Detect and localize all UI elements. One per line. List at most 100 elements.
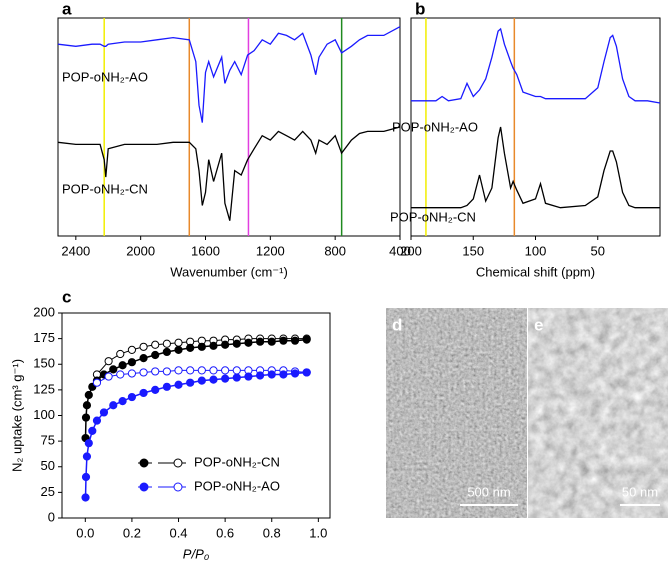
- adsorption-point: [151, 385, 160, 394]
- x-tick-label: 800: [324, 243, 346, 258]
- desorption-point: [221, 366, 230, 375]
- desorption-point: [139, 368, 148, 377]
- series-label: POP-oNH₂-CN: [62, 181, 148, 196]
- adsorption-point: [139, 388, 148, 398]
- y-tick-label: 150: [33, 356, 55, 371]
- panel-label: e: [534, 315, 543, 334]
- adsorption-point: [109, 401, 118, 410]
- legend-marker: [173, 458, 183, 468]
- adsorption-point: [186, 378, 195, 387]
- x-tick-label: 1600: [191, 243, 220, 258]
- x-tick-label: 0.8: [263, 525, 281, 540]
- adsorption-point: [99, 408, 109, 417]
- series-label: POP-oNH₂-CN: [390, 209, 476, 224]
- x-axis-label: Wavenumber (cm⁻¹): [170, 264, 288, 279]
- adsorption-point: [221, 340, 230, 349]
- spectrum-line: [411, 27, 661, 104]
- y-axis-label: N₂ uptake (cm³ g⁻¹): [9, 359, 24, 472]
- adsorption-point: [197, 342, 206, 351]
- legend-label: POP-oNH₂-CN: [194, 454, 280, 469]
- series-label: POP-oNH₂-AO: [62, 69, 148, 84]
- panel-label: a: [62, 0, 72, 18]
- adsorption-point: [174, 345, 183, 354]
- adsorption-point: [174, 380, 183, 389]
- y-tick-label: 50: [41, 458, 55, 473]
- x-tick-label: 2000: [126, 243, 155, 258]
- adsorption-point: [197, 376, 206, 385]
- x-axis-label: P/P₀: [183, 546, 210, 561]
- adsorption-point: [255, 337, 265, 346]
- y-tick-label: 25: [41, 484, 55, 499]
- tem-image: [528, 308, 668, 518]
- x-tick-label: 2400: [61, 243, 90, 258]
- spectrum-line: [57, 26, 401, 123]
- adsorption-point: [302, 335, 311, 344]
- adsorption-point: [162, 347, 171, 357]
- adsorption-point: [290, 369, 300, 378]
- adsorption-point: [81, 413, 91, 422]
- legend-marker: [139, 458, 149, 468]
- adsorption-point: [118, 397, 127, 406]
- legend-label: POP-oNH₂-AO: [194, 478, 280, 493]
- desorption-point: [151, 367, 160, 376]
- adsorption-point: [290, 336, 300, 345]
- adsorption-point: [92, 416, 102, 425]
- x-tick-label: 0.2: [123, 525, 141, 540]
- desorption-point: [162, 367, 171, 376]
- desorption-point: [127, 369, 137, 378]
- plot-frame: [57, 17, 401, 237]
- desorption-point: [162, 339, 171, 348]
- adsorption-point: [118, 361, 127, 370]
- scale-label: 50 nm: [622, 484, 658, 499]
- desorption-point: [116, 370, 125, 379]
- adsorption-point: [279, 370, 288, 379]
- panel-label: d: [392, 315, 402, 334]
- panel-label: c: [62, 287, 71, 306]
- panel-label: b: [415, 0, 425, 18]
- x-tick-label: 0.0: [76, 525, 94, 540]
- x-tick-label: 0.4: [169, 525, 187, 540]
- scale-label: 500 nm: [467, 484, 510, 499]
- adsorption-point: [88, 426, 97, 435]
- adsorption-point: [244, 338, 253, 347]
- adsorption-point: [209, 341, 218, 350]
- series-label: POP-oNH₂-AO: [392, 119, 478, 134]
- adsorption-point: [244, 372, 253, 381]
- x-axis-label: Chemical shift (ppm): [476, 264, 595, 279]
- y-tick-label: 100: [33, 407, 55, 422]
- adsorption-point: [127, 392, 137, 402]
- adsorption-point: [139, 354, 148, 363]
- desorption-point: [197, 366, 206, 375]
- x-tick-label: 1200: [256, 243, 285, 258]
- y-tick-label: 125: [33, 381, 55, 396]
- adsorption-point: [255, 371, 265, 380]
- x-tick-label: 50: [591, 243, 605, 258]
- adsorption-point: [82, 452, 92, 461]
- desorption-point: [151, 340, 160, 349]
- x-tick-label: 150: [462, 243, 484, 258]
- spectrum-line: [411, 126, 660, 209]
- adsorption-point: [84, 390, 93, 400]
- desorption-point: [104, 372, 113, 381]
- adsorption-point: [279, 336, 288, 345]
- desorption-point: [127, 345, 137, 354]
- adsorption-point: [302, 368, 311, 377]
- adsorption-point: [127, 358, 137, 367]
- spectrum-line: [57, 126, 401, 221]
- y-tick-label: 0: [48, 509, 55, 524]
- adsorption-point: [84, 439, 93, 448]
- x-tick-label: 0.6: [216, 525, 234, 540]
- desorption-point: [232, 366, 241, 375]
- adsorption-point: [232, 339, 241, 348]
- desorption-point: [209, 366, 218, 375]
- adsorption-point: [186, 343, 195, 352]
- legend-marker: [139, 482, 149, 492]
- adsorption-point: [151, 350, 160, 360]
- desorption-point: [104, 357, 113, 366]
- adsorption-point: [81, 493, 90, 502]
- desorption-point: [116, 349, 125, 359]
- y-tick-label: 75: [41, 433, 55, 448]
- x-tick-label: 400: [389, 243, 411, 258]
- y-tick-label: 175: [33, 330, 55, 345]
